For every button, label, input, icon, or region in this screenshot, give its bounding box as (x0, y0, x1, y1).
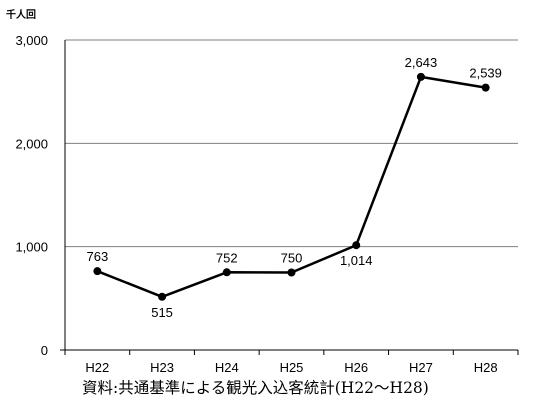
x-tick-label-H23: H23 (150, 360, 174, 375)
source-caption: 資料:共通基準による観光入込客統計(H22〜H28) (82, 379, 429, 397)
gridlines (60, 39, 519, 355)
y-tick-label-0: 0 (41, 343, 48, 358)
y-axis-ticks: 0 1,000 2,000 3,000 (15, 33, 48, 358)
x-tick-label-H28: H28 (474, 360, 498, 375)
unit-label: 千人回 (6, 8, 36, 21)
data-point-H23 (158, 292, 167, 301)
data-point-H24 (222, 268, 231, 277)
data-label-H22: 763 (87, 249, 109, 264)
y-tick-label-2: 2,000 (15, 136, 48, 151)
x-axis-ticks: H22 H23 H24 H25 H26 H27 H28 (85, 360, 497, 375)
data-label-H23: 515 (151, 305, 173, 320)
y-tick-label-1: 1,000 (15, 240, 48, 255)
data-point-H28 (481, 83, 490, 92)
x-tick-label-H26: H26 (344, 360, 368, 375)
data-label-H28: 2,539 (469, 66, 502, 81)
x-tick-label-H25: H25 (280, 360, 304, 375)
series-line (93, 72, 490, 301)
x-tick-label-H24: H24 (215, 360, 239, 375)
data-labels: 763 515 752 750 1,014 2,643 2,539 (87, 55, 502, 320)
data-label-H25: 750 (281, 251, 303, 266)
y-tick-label-3: 3,000 (15, 33, 48, 48)
data-point-H26 (352, 241, 361, 250)
data-point-H22 (93, 267, 102, 276)
x-tick-label-H27: H27 (409, 360, 433, 375)
data-label-H24: 752 (216, 250, 238, 265)
data-label-H27: 2,643 (405, 55, 438, 70)
data-point-H27 (416, 72, 425, 81)
data-label-H26: 1,014 (340, 253, 373, 268)
x-tick-label-H22: H22 (85, 360, 109, 375)
data-point-H25 (287, 268, 296, 277)
